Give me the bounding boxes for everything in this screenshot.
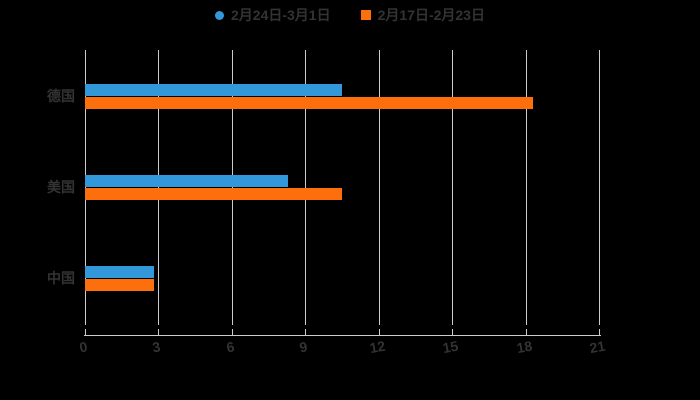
x-axis-line [84,335,601,336]
x-tick-label: 12 [368,337,387,357]
gridline [232,50,233,325]
legend-item-label: 2月24日-3月1日 [231,7,331,23]
axis-tick [158,329,159,335]
x-tick-label: 15 [441,337,460,357]
gridline [526,50,527,325]
x-tick-label: 6 [225,338,236,356]
gridline [379,50,380,325]
x-tick-label: 0 [78,338,89,356]
axis-tick [452,329,453,335]
bar[interactable] [85,84,342,96]
axis-tick [305,329,306,335]
y-category-label: 德国 [47,88,75,104]
axis-tick [379,329,380,335]
chart-legend: 2月24日-3月1日 2月17日-2月23日 [0,6,700,24]
bar[interactable] [85,266,154,278]
x-tick-label: 18 [515,337,534,357]
bar[interactable] [85,175,288,187]
x-tick-label: 3 [151,338,162,356]
x-tick-label: 9 [298,338,309,356]
x-tick-label: 21 [588,337,607,357]
axis-tick [526,329,527,335]
legend-item-week-feb17-feb23[interactable]: 2月17日-2月23日 [360,6,485,24]
legend-item-week-feb24-mar1[interactable]: 2月24日-3月1日 [215,6,331,24]
gridline [158,50,159,325]
legend-item-label: 2月17日-2月23日 [377,7,485,23]
bar[interactable] [85,97,533,109]
axis-tick [599,329,600,335]
gridline [452,50,453,325]
axis-tick [85,329,86,335]
y-category-label: 中国 [47,270,75,286]
gridline [85,50,86,325]
y-category-label: 美国 [47,179,75,195]
bar[interactable] [85,279,154,291]
legend-circle-marker-icon [215,10,224,20]
bar[interactable] [85,188,342,200]
legend-square-marker-icon [360,10,371,20]
axis-tick [232,329,233,335]
gridline [305,50,306,325]
gridline [599,50,600,325]
